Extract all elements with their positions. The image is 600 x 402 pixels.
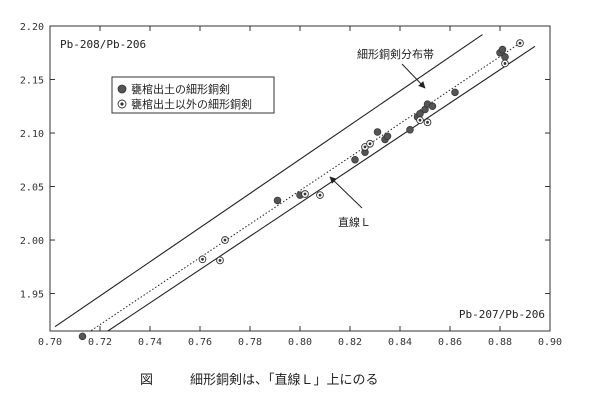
band-lower-line: [106, 45, 536, 331]
legend-label-series-1: 甕棺出土の細形銅剣: [131, 82, 230, 96]
point-ringed-inner: [318, 193, 322, 197]
y-axis-ticks: 1.95 2.00 2.05 2.10 2.15 2.20: [20, 22, 550, 301]
point-ringed-inner: [518, 41, 522, 45]
x-tick-label: 0.76: [188, 337, 212, 348]
data-points: [78, 39, 524, 341]
point-filled: [501, 53, 509, 61]
point-filled: [406, 126, 414, 134]
point-filled: [428, 102, 437, 111]
point-ringed: [516, 39, 524, 47]
x-tick-label: 0.70: [38, 337, 62, 348]
point-filled: [498, 45, 507, 54]
y-tick-label: 2.10: [20, 129, 44, 140]
y-tick-label: 1.95: [20, 290, 44, 301]
point-ringed: [301, 190, 309, 198]
legend-marker-filled: [117, 84, 127, 94]
x-tick-label: 0.72: [88, 337, 112, 348]
point-ringed-inner: [223, 238, 227, 242]
point-filled: [451, 88, 459, 97]
legend: 甕棺出土の細形銅剣 甕棺出土以外の細形銅剣: [111, 76, 275, 114]
legend-marker-ringed-inner: [120, 102, 124, 106]
point-filled: [78, 332, 87, 341]
regression-lines: [54, 34, 536, 331]
y-tick-label: 2.00: [20, 236, 44, 247]
center-line-l: [89, 42, 521, 331]
figure-label: 図: [140, 373, 153, 388]
point-ringed-inner: [368, 142, 372, 146]
point-ringed-inner: [418, 118, 422, 122]
point-ringed: [216, 256, 224, 265]
x-tick-label: 0.78: [238, 337, 262, 348]
point-ringed-inner: [503, 62, 507, 65]
y-axis-title: Pb-208/Pb-206: [60, 38, 146, 51]
x-tick-label: 0.84: [388, 337, 412, 348]
point-ringed-inner: [201, 257, 204, 261]
x-tick-label: 0.80: [288, 337, 312, 348]
line-annotation-arrow: [329, 176, 363, 209]
x-tick-label: 0.90: [538, 337, 562, 348]
x-axis-title: Pb-207/Pb-206: [459, 308, 545, 321]
point-ringed-inner: [218, 258, 222, 262]
point-filled: [383, 132, 392, 140]
point-ringed: [221, 236, 229, 244]
point-ringed: [316, 191, 324, 199]
y-tick-label: 2.20: [20, 22, 44, 33]
point-ringed: [366, 139, 374, 148]
point-ringed-inner: [363, 145, 367, 149]
point-ringed-inner: [426, 120, 429, 124]
point-filled: [273, 196, 282, 205]
point-ringed: [501, 59, 509, 68]
figure-caption: 細形銅剣は、「直線Ｌ」上にのる: [190, 372, 379, 388]
line-annotation-label: 直線Ｌ: [338, 215, 371, 229]
band-annotation-label: 細形銅剣分布帯: [357, 47, 434, 61]
band-annotation-arrow: [401, 63, 426, 89]
point-ringed: [416, 116, 424, 125]
x-tick-label: 0.74: [138, 337, 162, 348]
legend-label-series-2: 甕棺出土以外の細形銅剣: [131, 97, 252, 111]
x-axis-ticks: 0.70 0.72 0.74 0.76 0.78 0.80 0.82 0.84 0.86 0.88…: [38, 26, 562, 348]
plot-frame: [49, 25, 551, 332]
y-tick-label: 2.15: [20, 76, 44, 87]
x-tick-label: 0.82: [338, 337, 362, 348]
point-ringed: [198, 255, 207, 264]
point-filled: [351, 156, 359, 164]
point-ringed: [423, 118, 432, 127]
x-tick-label: 0.88: [488, 337, 512, 348]
band-upper-line: [54, 34, 483, 328]
legend-box: [111, 76, 275, 114]
point-ringed-inner: [303, 192, 307, 196]
x-tick-label: 0.86: [438, 337, 462, 348]
y-tick-label: 2.05: [20, 183, 44, 194]
point-filled: [373, 128, 382, 136]
